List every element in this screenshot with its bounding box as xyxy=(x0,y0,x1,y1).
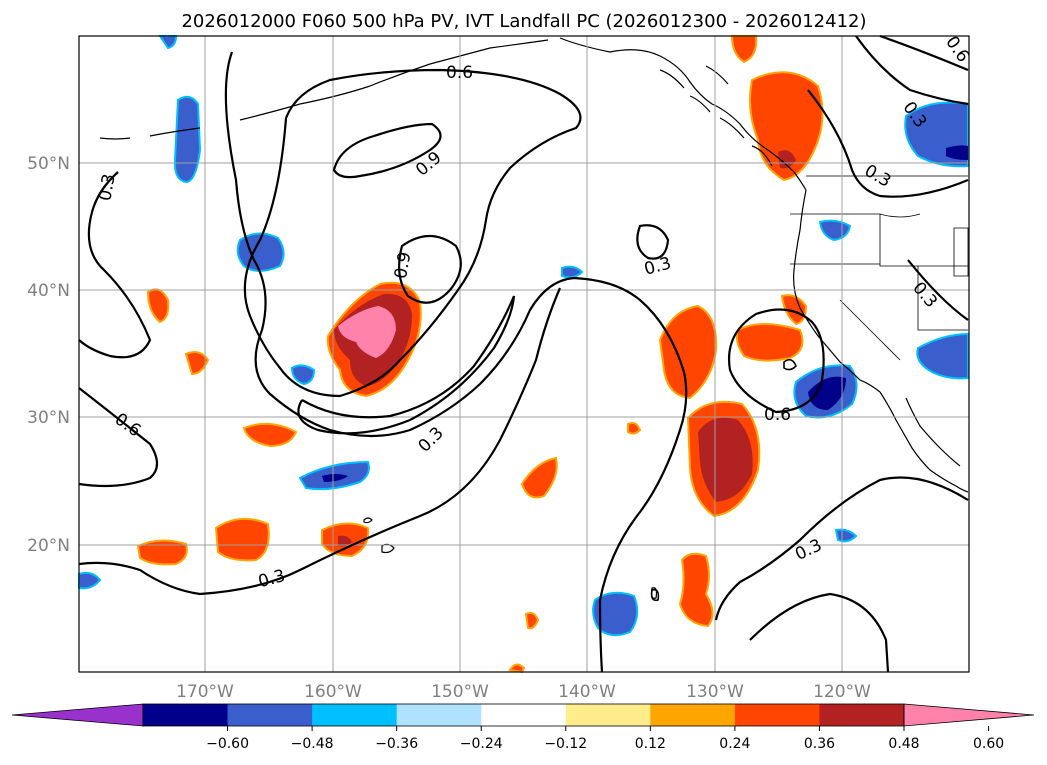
neg-area-8 xyxy=(916,332,969,380)
contour-label-0.6-east: 0.6 xyxy=(764,405,791,425)
colorbar-tick-label: 0.12 xyxy=(635,736,666,752)
pos-area-8 xyxy=(214,517,270,562)
pos-area-6 xyxy=(730,35,758,64)
pos-area-18 xyxy=(508,663,526,674)
negative-anomaly-areas xyxy=(78,35,969,637)
neg-area-6-core xyxy=(808,376,846,410)
colorbar-tick-label: 0.24 xyxy=(719,736,750,752)
lon-tick-150w: 150°W xyxy=(431,682,489,702)
pos-area-10-mid xyxy=(338,535,352,547)
pos-area-14 xyxy=(520,456,558,499)
neg-area-3-core xyxy=(322,474,348,482)
colorbar: −0.60 −0.48 −0.36 −0.24 −0.12 0.12 0.24 0.36 0.4… xyxy=(11,703,1035,752)
colorbar-extend-min xyxy=(11,703,144,727)
contour-0.3-south xyxy=(78,287,562,596)
colorbar-tick-label: −0.24 xyxy=(460,736,503,752)
colorbar-segment xyxy=(819,704,905,726)
colorbar-frame xyxy=(142,703,905,727)
colorbar-segment xyxy=(565,704,651,726)
alaska-coast xyxy=(99,39,549,140)
contour-0.6-ne xyxy=(807,35,969,321)
contour-0.3-east xyxy=(714,476,969,621)
colorbar-tick-label: 0.60 xyxy=(973,736,1004,752)
contour-0.9-north xyxy=(332,122,442,179)
colorbar-segment xyxy=(396,704,482,726)
latitude-ticks: 50°N 40°N 30°N 20°N xyxy=(27,154,70,556)
contour-label-0.9-mid: 0.9 xyxy=(391,250,415,280)
figure-title: 2026012000 F060 500 hPa PV, IVT Landfall… xyxy=(181,11,866,32)
lon-tick-130w: 130°W xyxy=(686,682,744,702)
contour-0.9-mid xyxy=(397,234,462,304)
pos-area-13 xyxy=(184,351,210,376)
lat-tick-50: 50°N xyxy=(27,154,70,174)
neg-area-4 xyxy=(290,364,316,386)
contour-0.6-east-loop xyxy=(728,308,825,414)
pos-area-2 xyxy=(658,304,718,400)
us-west-coast xyxy=(793,189,881,393)
contour-0.3-se-loop xyxy=(749,592,890,673)
pv-contours xyxy=(78,34,969,673)
contour-0.3-west-upper xyxy=(78,171,152,359)
pos-area-4-mid xyxy=(778,150,796,169)
pos-area-7 xyxy=(678,552,714,628)
map-panel: 0.6 0.9 0.9 0.3 0.6 0.3 0.3 0.3 0.6 0.3 … xyxy=(78,33,973,674)
gulf-alaska-coast xyxy=(559,37,807,191)
pos-area-15 xyxy=(780,294,808,326)
neg-area-5 xyxy=(592,591,639,637)
pos-area-17 xyxy=(524,611,540,630)
pos-area-4 xyxy=(749,71,824,182)
colorbar-segment xyxy=(650,704,736,726)
neg-area-1 xyxy=(173,95,202,184)
map-background xyxy=(79,36,969,672)
lon-tick-160w: 160°W xyxy=(304,682,362,702)
positive-anomaly-areas xyxy=(136,35,824,674)
lon-tick-170w: 170°W xyxy=(176,682,234,702)
pos-area-9 xyxy=(136,539,188,566)
colorbar-tick-label: −0.12 xyxy=(544,736,587,752)
colorbar-segment xyxy=(734,704,820,726)
contour-0.3-big xyxy=(224,51,688,673)
lat-tick-30: 30°N xyxy=(27,408,70,428)
longitude-ticks: 170°W 160°W 150°W 140°W 130°W 120°W xyxy=(176,682,871,702)
colorbar-segments xyxy=(11,703,1035,727)
colorbar-segment xyxy=(143,704,229,726)
contour-label-0.6-top: 0.6 xyxy=(446,63,473,83)
contour-small-eddy xyxy=(650,358,797,602)
pos-area-5 xyxy=(735,323,804,362)
contour-0.3-ne xyxy=(879,34,969,72)
pos-area-16 xyxy=(627,421,642,435)
contour-label-0.3-west: 0.3 xyxy=(95,172,119,202)
lon-tick-120w: 120°W xyxy=(813,682,871,702)
neg-area-10 xyxy=(561,265,584,279)
colorbar-tick-label: −0.48 xyxy=(291,736,334,752)
colorbar-tick-label: 0.36 xyxy=(804,736,835,752)
pos-area-3-mid xyxy=(698,417,753,502)
colorbar-segment xyxy=(227,704,313,726)
colorbar-ticks: −0.60 −0.48 −0.36 −0.24 −0.12 0.12 0.24 0.36 0.4… xyxy=(206,726,1004,752)
bc-coast-details xyxy=(659,65,773,167)
lon-tick-140w: 140°W xyxy=(558,682,616,702)
neg-area-11 xyxy=(78,571,102,590)
neg-area-7-core xyxy=(946,145,968,160)
contour-0.6-inner xyxy=(297,295,516,435)
lat-tick-20: 20°N xyxy=(27,536,70,556)
colorbar-tick-label: 0.48 xyxy=(888,736,919,752)
us-states-borders xyxy=(790,175,969,361)
ivt-shading xyxy=(78,35,969,674)
lat-tick-40: 40°N xyxy=(27,281,70,301)
colorbar-tick-label: −0.60 xyxy=(206,736,249,752)
pos-area-main-core xyxy=(338,306,396,358)
contour-0.3-small-loop xyxy=(636,224,670,260)
colorbar-tick-label: −0.36 xyxy=(375,736,418,752)
colorbar-extend-max xyxy=(903,703,1035,727)
colorbar-segment xyxy=(312,704,398,726)
contour-0.3-west xyxy=(78,387,159,488)
colorbar-segment xyxy=(481,704,567,726)
map-frame xyxy=(78,35,970,673)
contour-0.6-north xyxy=(243,68,582,398)
pos-area-11 xyxy=(242,422,298,448)
